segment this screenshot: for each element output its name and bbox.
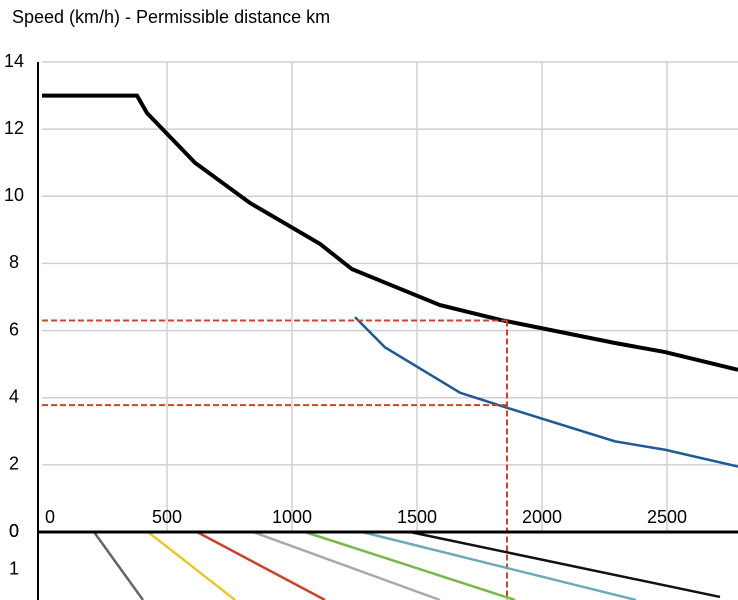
x-tick-label: 500 <box>152 507 182 527</box>
x-tick-label: 0 <box>45 507 55 527</box>
y-tick-label: 10 <box>4 185 24 205</box>
data-line <box>196 530 326 600</box>
y-tick-label: 1 <box>9 559 19 579</box>
x-tick-label: 1500 <box>397 507 437 527</box>
y-tick-label: 12 <box>4 118 24 138</box>
data-line <box>147 531 236 600</box>
x-tick-label: 1000 <box>272 507 312 527</box>
y-tick-label: 0 <box>9 521 19 541</box>
y-tick-label: 14 <box>4 51 24 71</box>
y-tick-label: 4 <box>9 386 19 406</box>
data-line <box>92 531 145 600</box>
data-line <box>409 530 721 599</box>
y-tick-label: 6 <box>9 319 19 339</box>
x-tick-label: 2000 <box>522 507 562 527</box>
chart-title: Speed (km/h) - Permissible distance km <box>12 7 330 27</box>
x-tick-label: 2500 <box>647 507 687 527</box>
data-line <box>252 530 441 600</box>
data-line <box>354 316 738 468</box>
data-line <box>361 530 637 600</box>
y-tick-label: 0 <box>9 521 19 541</box>
data-line <box>42 93 738 372</box>
y-tick-label: 2 <box>9 454 19 474</box>
y-tick-label: 8 <box>9 252 19 272</box>
data-line <box>304 530 516 600</box>
